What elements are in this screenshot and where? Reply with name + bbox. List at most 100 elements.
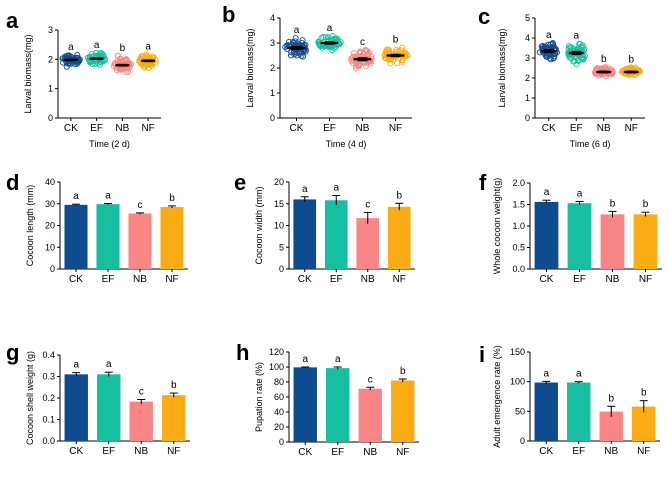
y-tick-label: 2: [48, 54, 53, 64]
y-tick-label: 30: [45, 199, 55, 209]
x-tick-label-nb: NB: [604, 446, 618, 457]
data-point-nf: [394, 60, 401, 67]
data-point-ef: [570, 58, 577, 65]
bar-ck: [534, 382, 558, 441]
data-point-ck: [289, 39, 296, 46]
significance-letter: a: [543, 368, 549, 379]
bar-ck: [293, 199, 317, 269]
y-tick-label: 40: [45, 177, 55, 187]
significance-letter: b: [169, 193, 175, 204]
significance-letter: b: [628, 54, 634, 65]
x-tick-label-ef: EF: [570, 123, 583, 134]
bar-ck: [64, 374, 88, 441]
data-point-ck: [547, 56, 554, 63]
data-point-ef: [567, 44, 574, 51]
significance-letter: b: [643, 199, 649, 210]
y-tick-label: 20: [274, 422, 284, 432]
chart-panel-c: c 0 1 2 3 4 5 Larval biomass(mg) Time (6 d) CK a EF…: [478, 4, 645, 149]
y-tick-label: 1.5: [512, 200, 525, 210]
significance-letter: a: [68, 42, 74, 53]
y-tick-label: 60: [274, 392, 284, 402]
y-tick-label: 15: [274, 199, 284, 209]
data-point-ck: [75, 59, 82, 66]
significance-letter: a: [302, 184, 308, 195]
y-tick-label: 100: [510, 377, 525, 387]
y-tick-label: 5: [525, 13, 530, 23]
significance-letter: c: [139, 387, 144, 398]
data-point-ef: [316, 41, 323, 48]
significance-letter: b: [601, 54, 607, 65]
bar-nf: [162, 395, 186, 441]
panel-letter: d: [6, 170, 19, 195]
y-axis-title: Larval biomass(mg): [245, 28, 255, 107]
data-point-ef: [579, 54, 586, 62]
significance-letter: b: [396, 190, 402, 201]
y-axis-title: Pupation rate (%): [254, 362, 264, 432]
bar-nf: [387, 206, 411, 269]
bar-nb: [600, 214, 625, 269]
x-tick-label-ck: CK: [540, 274, 554, 285]
significance-letter: c: [360, 37, 365, 48]
x-tick-label-nb: NB: [115, 123, 129, 134]
chart-panel-e: e 0 5 10 15 20 Cocoon width (mm) CK a EF a NB c NF b: [234, 170, 415, 285]
y-tick-label: 0: [279, 437, 284, 447]
data-point-nf: [141, 64, 148, 71]
x-tick-label-nb: NB: [133, 274, 147, 285]
bar-ef: [324, 200, 348, 269]
data-point-nf: [402, 50, 409, 57]
bar-ef: [326, 368, 350, 442]
panel-letter: a: [6, 8, 19, 33]
y-tick-label: 3: [525, 53, 530, 63]
chart-panel-b: b 0 1 2 3 4 Larval biomass(mg) Time (4 d) CK a EF a…: [222, 2, 412, 149]
data-point-ef: [99, 51, 106, 58]
data-point-nb: [348, 57, 355, 65]
x-tick-label-ef: EF: [330, 274, 343, 285]
y-tick-label: 0.2: [42, 393, 55, 403]
panel-letter: i: [479, 342, 485, 367]
x-tick-label-ef: EF: [90, 123, 103, 134]
data-point-nf: [148, 62, 155, 69]
x-axis-title: Time (2 d): [89, 139, 130, 149]
data-point-nb: [365, 50, 372, 58]
x-tick-label-ef: EF: [572, 446, 585, 457]
x-tick-label-nb: NB: [134, 446, 148, 457]
panel-letter: b: [222, 2, 235, 27]
significance-letter: b: [171, 380, 177, 391]
y-tick-label: 0: [50, 264, 55, 274]
significance-letter: a: [333, 182, 339, 193]
x-tick-label-nf: NF: [396, 447, 409, 458]
data-point-nb: [350, 50, 357, 57]
y-axis-title: Cocoon shell weight (g): [25, 351, 35, 445]
data-point-nb: [609, 70, 616, 77]
data-point-nb: [365, 49, 373, 56]
data-point-nb: [356, 49, 363, 56]
y-tick-label: 0.0: [512, 264, 525, 274]
y-axis-title: Cocoon width (mm): [254, 186, 264, 264]
x-tick-label-nb: NB: [363, 447, 377, 458]
x-tick-label-ef: EF: [102, 446, 115, 457]
bar-nb: [356, 218, 380, 269]
x-tick-label-ck: CK: [69, 274, 83, 285]
x-axis-title: Time (6 d): [570, 139, 611, 149]
bar-nb: [358, 388, 382, 442]
significance-letter: a: [327, 23, 333, 34]
x-tick-label-ck: CK: [64, 123, 78, 134]
x-tick-label-nf: NF: [637, 446, 650, 457]
significance-letter: a: [544, 187, 550, 198]
bar-nf: [391, 380, 415, 442]
data-point-nf: [385, 56, 393, 63]
chart-panel-f: f 0.0 0.5 1.0 1.5 2.0 Whole cocoon weight(g) CK…: [479, 170, 662, 285]
y-tick-label: 4: [270, 13, 275, 23]
significance-letter: a: [73, 191, 79, 202]
y-tick-label: 10: [274, 221, 284, 231]
x-tick-label-nf: NF: [141, 123, 154, 134]
y-tick-label: 0.5: [512, 243, 525, 253]
y-tick-label: 10: [45, 242, 55, 252]
x-tick-label-nb: NB: [356, 123, 370, 134]
significance-letter: a: [145, 42, 151, 53]
bar-ef: [567, 382, 591, 441]
data-point-nf: [399, 44, 406, 51]
x-tick-label-nf: NF: [389, 123, 402, 134]
data-point-ck: [292, 38, 299, 45]
